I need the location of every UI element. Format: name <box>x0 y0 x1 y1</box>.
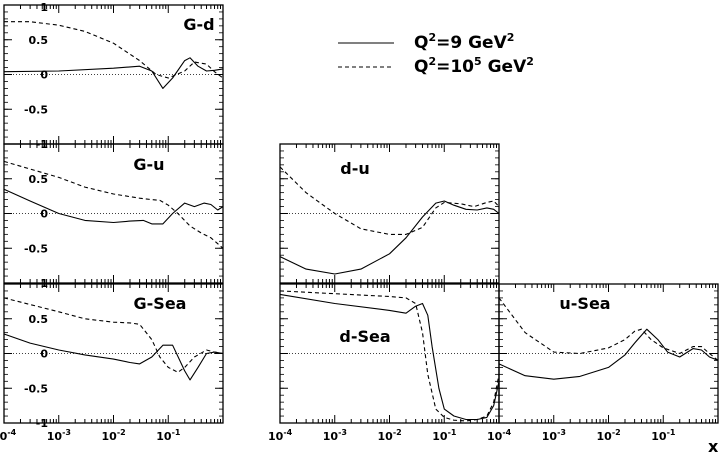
x-tick-label: 10-1 <box>432 428 457 443</box>
series-q2-1e5-line <box>3 297 224 373</box>
x-tick-label: 10-4 <box>0 428 17 443</box>
x-tick-label: 10-2 <box>597 428 621 443</box>
y-tick-label: -0.5 <box>24 103 48 116</box>
x-tick-label: 10-2 <box>378 428 402 443</box>
legend-entry: Q2=105 GeV2 <box>414 55 534 77</box>
y-tick-label: -1 <box>36 417 48 430</box>
y-tick-label: -0.5 <box>24 382 48 395</box>
y-tick-label: 0.5 <box>29 173 49 186</box>
panel-label: d-Sea <box>339 327 390 346</box>
y-tick-label: 0.5 <box>29 34 49 47</box>
series-q2-9-line <box>3 57 224 89</box>
y-tick-labels: 1 0.5 0 -0.5 -1 0.5 0 -0.5 -1 0.5 0 -0.5 -1 <box>24 1 48 430</box>
panel-label: G-u <box>133 155 164 174</box>
panel-d-u: d-u <box>279 143 500 284</box>
panel-d-sea: d-Sea <box>279 283 500 424</box>
y-tick-label: -1 <box>36 277 48 290</box>
x-tick-label: 10-3 <box>542 428 566 443</box>
x-tick-label: 10-4 <box>487 428 512 443</box>
y-tick-label: 0 <box>40 69 48 82</box>
panel-g-d: G-d <box>3 4 224 145</box>
panel-u-sea: u-Sea <box>498 283 719 424</box>
panels-group: G-d G-u d-u G-Sea d-Sea u-Sea <box>3 4 719 424</box>
y-tick-label: -1 <box>36 138 48 151</box>
panel-label: d-u <box>340 159 369 178</box>
x-tick-label: 10-3 <box>323 428 347 443</box>
x-tick-label: 10-3 <box>47 428 71 443</box>
series-q2-1e5-line <box>498 297 719 361</box>
x-tick-label: 10-4 <box>268 428 293 443</box>
x-axis-label: x <box>708 437 719 456</box>
x-tick-label: 10-1 <box>156 428 181 443</box>
series-q2-9-line <box>279 200 500 275</box>
series-q2-9-line <box>3 333 224 381</box>
series-q2-9-line <box>3 188 224 225</box>
panel-label: G-Sea <box>134 294 187 313</box>
series-q2-1e5-line <box>279 290 500 422</box>
x-tick-labels: 10-4 10-3 10-2 10-1 10-4 10-3 10-2 10-1 10-4 10-3… <box>0 428 676 443</box>
x-tick-label: 10-2 <box>102 428 126 443</box>
series-q2-9-line <box>498 328 719 380</box>
panel-label: u-Sea <box>559 294 610 313</box>
y-tick-label: 0.5 <box>29 313 49 326</box>
series-q2-9-line <box>279 293 500 421</box>
panel-label: G-d <box>183 15 214 34</box>
series-q2-1e5-line <box>3 160 224 249</box>
y-tick-label: -0.5 <box>24 242 48 255</box>
y-tick-label: 0 <box>40 208 48 221</box>
y-tick-label: 1 <box>40 1 48 14</box>
panel-g-sea: G-Sea <box>3 283 224 424</box>
legend-entry: Q2=9 GeV2 <box>414 31 514 53</box>
y-tick-label: 0 <box>40 348 48 361</box>
panel-g-u: G-u <box>3 143 224 284</box>
x-tick-label: 10-1 <box>651 428 676 443</box>
series-q2-1e5-line <box>279 166 500 235</box>
